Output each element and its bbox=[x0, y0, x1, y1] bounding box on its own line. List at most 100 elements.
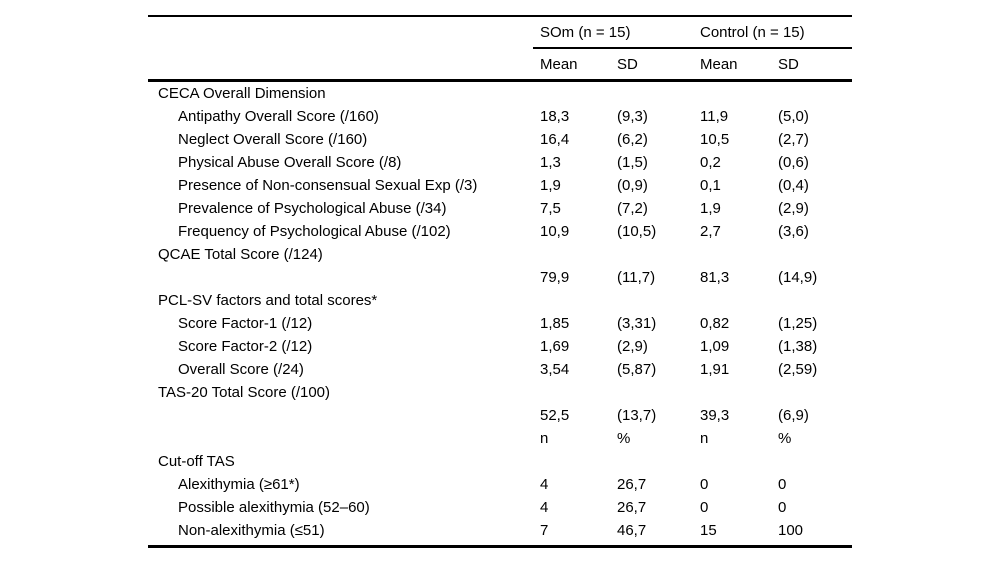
row-label: Presence of Non-consensual Sexual Exp (/… bbox=[178, 177, 478, 194]
cell-som-mean: 7 bbox=[540, 522, 549, 539]
row-label: Neglect Overall Score (/160) bbox=[178, 131, 368, 148]
table-row: Neglect Overall Score (/160) 16,4 (6,2) … bbox=[148, 128, 852, 151]
cell-som-mean: 10,9 bbox=[540, 223, 570, 240]
cell-som-mean bbox=[540, 82, 617, 105]
table-row: CECA Overall Dimension bbox=[148, 82, 852, 105]
cell-control-sd: (14,9) bbox=[778, 269, 818, 286]
table-row: Overall Score (/24) 3,54 (5,87) 1,91 (2,… bbox=[148, 358, 852, 381]
table-row: Possible alexithymia (52–60) 4 26,7 0 0 bbox=[148, 496, 852, 519]
cell-control-mean: 0,1 bbox=[700, 177, 721, 194]
col-header-control-mean: Mean bbox=[700, 56, 738, 73]
table-row: Alexithymia (≥61*) 4 26,7 0 0 bbox=[148, 473, 852, 496]
cell-control-sd: 0 bbox=[778, 476, 787, 493]
cell-som-mean bbox=[540, 381, 617, 404]
row-label: QCAE Total Score (/124) bbox=[158, 246, 323, 263]
cell-control-sd: (1,25) bbox=[778, 315, 818, 332]
cell-control-sd: (0,6) bbox=[778, 154, 809, 171]
cell-som-sd: (10,5) bbox=[617, 223, 657, 240]
column-header-row: Mean SD Mean SD bbox=[148, 51, 852, 79]
table-row: Score Factor-1 (/12) 1,85 (3,31) 0,82 (1… bbox=[148, 312, 852, 335]
col-header-som-mean: Mean bbox=[540, 56, 578, 73]
cell-control-mean bbox=[700, 82, 778, 105]
cell-control-sd: (2,7) bbox=[778, 131, 809, 148]
cell-control-mean: 81,3 bbox=[700, 269, 730, 286]
cell-som-sd: (13,7) bbox=[617, 407, 657, 424]
cell-control-mean: 0 bbox=[700, 499, 709, 516]
cell-som-mean bbox=[540, 450, 617, 473]
cell-som-mean: 3,54 bbox=[540, 361, 570, 378]
cell-som-sd: (3,31) bbox=[617, 315, 657, 332]
cell-control-sd: (2,9) bbox=[778, 200, 809, 217]
cell-control-sd: 0 bbox=[778, 499, 787, 516]
row-label: Overall Score (/24) bbox=[178, 361, 304, 378]
cell-som-mean: 18,3 bbox=[540, 108, 570, 125]
cell-control-mean: 1,9 bbox=[700, 200, 721, 217]
cell-control-sd: (1,38) bbox=[778, 338, 818, 355]
row-label: Frequency of Psychological Abuse (/102) bbox=[178, 223, 451, 240]
cell-som-sd bbox=[617, 82, 700, 105]
cell-som-mean: 16,4 bbox=[540, 131, 570, 148]
group-header-som: SOm (n = 15) bbox=[540, 24, 631, 41]
group-header-row: SOm (n = 15) Control (n = 15) bbox=[148, 19, 852, 47]
row-label: CECA Overall Dimension bbox=[158, 85, 326, 102]
cell-control-mean bbox=[700, 381, 778, 404]
cell-control-mean: 1,09 bbox=[700, 338, 730, 355]
cell-control-sd: (2,59) bbox=[778, 361, 818, 378]
cell-som-mean: 1,3 bbox=[540, 154, 561, 171]
table-row: Cut-off TAS bbox=[148, 450, 852, 473]
cell-som-mean bbox=[540, 243, 617, 266]
row-label: Score Factor-2 (/12) bbox=[178, 338, 313, 355]
cell-control-sd: (5,0) bbox=[778, 108, 809, 125]
row-label: Cut-off TAS bbox=[158, 453, 235, 470]
cell-control-mean: 39,3 bbox=[700, 407, 730, 424]
group-header-underline-rule bbox=[533, 47, 852, 49]
row-label bbox=[148, 266, 540, 289]
table-body: CECA Overall Dimension Antipathy Overall… bbox=[148, 82, 852, 542]
cell-som-sd: (1,5) bbox=[617, 154, 648, 171]
cell-control-sd: 100 bbox=[778, 522, 804, 539]
cell-control-sd bbox=[778, 381, 852, 404]
table-row: Presence of Non-consensual Sexual Exp (/… bbox=[148, 174, 852, 197]
cell-som-sd: % bbox=[617, 430, 631, 447]
cell-som-sd: 26,7 bbox=[617, 499, 647, 516]
table-row: Score Factor-2 (/12) 1,69 (2,9) 1,09 (1,… bbox=[148, 335, 852, 358]
cell-som-sd: 46,7 bbox=[617, 522, 647, 539]
cell-control-sd bbox=[778, 450, 852, 473]
cell-control-sd: (6,9) bbox=[778, 407, 809, 424]
col-header-control-sd: SD bbox=[778, 56, 799, 73]
cell-control-mean: 10,5 bbox=[700, 131, 730, 148]
table-row: TAS-20 Total Score (/100) bbox=[148, 381, 852, 404]
cell-control-sd: (3,6) bbox=[778, 223, 809, 240]
group-header-spacer bbox=[148, 19, 540, 47]
table-row: Antipathy Overall Score (/160) 18,3 (9,3… bbox=[148, 105, 852, 128]
cell-control-sd: % bbox=[778, 430, 792, 447]
cell-control-mean: 11,9 bbox=[700, 108, 729, 125]
cell-som-mean: 1,69 bbox=[540, 338, 570, 355]
cell-control-sd bbox=[778, 82, 852, 105]
cell-som-mean: 1,85 bbox=[540, 315, 570, 332]
table-row: 52,5 (13,7) 39,3 (6,9) bbox=[148, 404, 852, 427]
row-label: Antipathy Overall Score (/160) bbox=[178, 108, 379, 125]
table-row: 79,9 (11,7) 81,3 (14,9) bbox=[148, 266, 852, 289]
group-header-control: Control (n = 15) bbox=[700, 24, 805, 41]
cell-control-mean: 0 bbox=[700, 476, 709, 493]
row-label: Alexithymia (≥61*) bbox=[178, 476, 300, 493]
row-label: TAS-20 Total Score (/100) bbox=[158, 384, 331, 401]
cell-control-mean: 15 bbox=[700, 522, 717, 539]
cell-control-mean bbox=[700, 289, 778, 312]
cell-som-sd: (7,2) bbox=[617, 200, 648, 217]
row-label bbox=[148, 404, 540, 427]
cell-som-sd: (0,9) bbox=[617, 177, 648, 194]
cell-control-mean bbox=[700, 243, 778, 266]
cell-control-mean: 0,82 bbox=[700, 315, 730, 332]
table-bottom-rule bbox=[148, 545, 852, 548]
cell-control-mean: n bbox=[700, 430, 709, 447]
cell-som-sd: (5,87) bbox=[617, 361, 657, 378]
row-label: PCL-SV factors and total scores* bbox=[158, 292, 378, 309]
row-label: Prevalence of Psychological Abuse (/34) bbox=[178, 200, 447, 217]
table-row: QCAE Total Score (/124) bbox=[148, 243, 852, 266]
cell-control-mean: 2,7 bbox=[700, 223, 721, 240]
cell-som-sd: (6,2) bbox=[617, 131, 648, 148]
cell-control-sd bbox=[778, 289, 852, 312]
